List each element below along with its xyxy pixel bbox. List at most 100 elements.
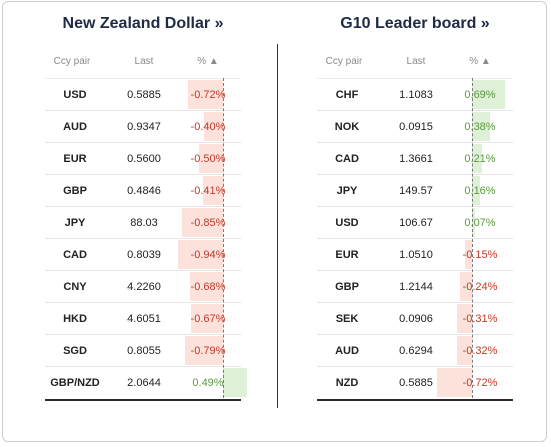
change-percent: -0.79%	[190, 345, 226, 357]
header-percent-sort[interactable]: % ▲	[197, 56, 219, 67]
ccy-pair-cell[interactable]: CAD	[63, 249, 87, 261]
table-row[interactable]: GBP/NZD 2.0644 0.49%	[45, 366, 247, 398]
negative-change-bar	[203, 176, 223, 205]
change-cell: 0.69%	[450, 79, 510, 110]
negative-change-bar	[457, 304, 472, 333]
last-price-cell: 1.0510	[399, 249, 433, 261]
negative-change-bar	[182, 208, 223, 237]
table-row[interactable]: GBP 1.2144 -0.24%	[317, 270, 513, 302]
ccy-pair-cell[interactable]: EUR	[335, 249, 359, 261]
nzd-table: USD 0.5885 -0.72% AUD 0.9347 -0.40% EUR 0.5600 -…	[45, 78, 247, 398]
change-cell: 0.49%	[178, 367, 247, 398]
ccy-pair-cell[interactable]: JPY	[336, 185, 358, 197]
zero-line	[223, 78, 224, 398]
ccy-pair-cell[interactable]: USD	[335, 217, 359, 229]
last-price-cell: 4.2260	[127, 281, 161, 293]
g10-table: CHF 1.1083 0.69% NOK 0.0915 0.38% CAD 1.3661 0.2…	[317, 78, 513, 398]
last-price-cell: 2.0644	[127, 377, 161, 389]
ccy-pair-cell[interactable]: HKD	[63, 313, 87, 325]
change-percent: 0.21%	[464, 153, 496, 165]
table-row[interactable]: NOK 0.0915 0.38%	[317, 110, 513, 142]
negative-change-bar	[437, 368, 472, 397]
header-last[interactable]: Last	[134, 56, 154, 67]
negative-change-bar	[203, 112, 223, 141]
table-row[interactable]: GBP 0.4846 -0.41%	[45, 174, 241, 206]
ccy-pair-cell[interactable]: CNY	[63, 281, 87, 293]
ccy-pair-cell[interactable]: SGD	[63, 345, 87, 357]
table-row[interactable]: SEK 0.0906 -0.31%	[317, 302, 513, 334]
change-percent: -0.41%	[190, 185, 226, 197]
last-price-cell: 106.67	[399, 217, 433, 229]
change-cell: 0.38%	[450, 111, 510, 142]
ccy-pair-cell[interactable]: NOK	[334, 121, 360, 133]
ccy-pair-cell[interactable]: SEK	[335, 313, 359, 325]
header-ccy-pair[interactable]: Ccy pair	[325, 56, 363, 67]
nzd-title-link[interactable]: New Zealand Dollar »	[62, 15, 224, 32]
last-price-cell: 0.0915	[399, 121, 433, 133]
table-row[interactable]: USD 0.5885 -0.72%	[45, 78, 241, 110]
positive-change-bar	[472, 144, 483, 173]
table-row[interactable]: AUD 0.9347 -0.40%	[45, 110, 241, 142]
negative-change-bar	[190, 304, 223, 333]
ccy-pair-cell[interactable]: CHF	[335, 89, 359, 101]
change-cell: -0.15%	[450, 239, 510, 270]
table-bottom-rule	[317, 399, 513, 401]
ccy-pair-cell[interactable]: GBP/NZD	[50, 377, 100, 389]
header-percent-sort[interactable]: % ▲	[469, 56, 491, 67]
table-row[interactable]: AUD 0.6294 -0.32%	[317, 334, 513, 366]
ccy-pair-cell[interactable]: USD	[63, 89, 87, 101]
ccy-pair-cell[interactable]: JPY	[64, 217, 86, 229]
change-percent: 0.07%	[464, 217, 496, 229]
header-ccy-pair[interactable]: Ccy pair	[53, 56, 91, 67]
ccy-pair-cell[interactable]: GBP	[335, 281, 359, 293]
last-price-cell: 0.0906	[399, 313, 433, 325]
ccy-pair-cell[interactable]: CAD	[335, 153, 359, 165]
last-price-cell: 0.4846	[127, 185, 161, 197]
negative-change-bar	[190, 272, 223, 301]
change-cell: -0.50%	[178, 143, 238, 174]
ccy-pair-cell[interactable]: NZD	[335, 377, 359, 389]
change-cell: -0.72%	[437, 367, 510, 398]
negative-change-bar	[177, 240, 223, 269]
positive-change-bar	[472, 208, 476, 237]
ccy-pair-cell[interactable]: AUD	[63, 121, 87, 133]
table-bottom-rule	[45, 399, 241, 401]
table-row[interactable]: CHF 1.1083 0.69%	[317, 78, 513, 110]
change-cell: -0.67%	[178, 303, 238, 334]
table-row[interactable]: NZD 0.5885 -0.72%	[317, 366, 513, 398]
negative-change-bar	[199, 144, 223, 173]
change-percent: -0.32%	[462, 345, 498, 357]
last-price-cell: 0.5885	[127, 89, 161, 101]
table-row[interactable]: JPY 88.03 -0.85%	[45, 206, 241, 238]
table-row[interactable]: CNY 4.2260 -0.68%	[45, 270, 241, 302]
change-cell: -0.79%	[178, 335, 238, 366]
last-price-cell: 0.6294	[399, 345, 433, 357]
last-price-cell: 4.6051	[127, 313, 161, 325]
table-row[interactable]: SGD 0.8055 -0.79%	[45, 334, 241, 366]
table-row[interactable]: USD 106.67 0.07%	[317, 206, 513, 238]
change-percent: -0.68%	[190, 281, 226, 293]
change-percent: 0.38%	[464, 121, 496, 133]
table-row[interactable]: CAD 1.3661 0.21%	[317, 142, 513, 174]
change-cell: -0.68%	[178, 271, 238, 302]
header-last[interactable]: Last	[406, 56, 426, 67]
change-cell: -0.40%	[178, 111, 238, 142]
change-cell: -0.32%	[450, 335, 510, 366]
change-percent: -0.67%	[190, 313, 226, 325]
g10-title-link[interactable]: G10 Leader board »	[340, 15, 490, 32]
ccy-pair-cell[interactable]: AUD	[335, 345, 359, 357]
table-row[interactable]: CAD 0.8039 -0.94%	[45, 238, 241, 270]
table-row[interactable]: EUR 0.5600 -0.50%	[45, 142, 241, 174]
change-percent: -0.24%	[462, 281, 498, 293]
change-cell: -0.31%	[450, 303, 510, 334]
ccy-pair-cell[interactable]: EUR	[63, 153, 87, 165]
table-row[interactable]: JPY 149.57 0.16%	[317, 174, 513, 206]
last-price-cell: 1.2144	[399, 281, 433, 293]
ccy-pair-cell[interactable]: GBP	[63, 185, 87, 197]
table-header: Ccy pair Last % ▲	[45, 56, 241, 72]
change-percent: -0.85%	[190, 217, 226, 229]
last-price-cell: 0.8055	[127, 345, 161, 357]
table-row[interactable]: EUR 1.0510 -0.15%	[317, 238, 513, 270]
table-row[interactable]: HKD 4.6051 -0.67%	[45, 302, 241, 334]
change-cell: -0.24%	[450, 271, 510, 302]
